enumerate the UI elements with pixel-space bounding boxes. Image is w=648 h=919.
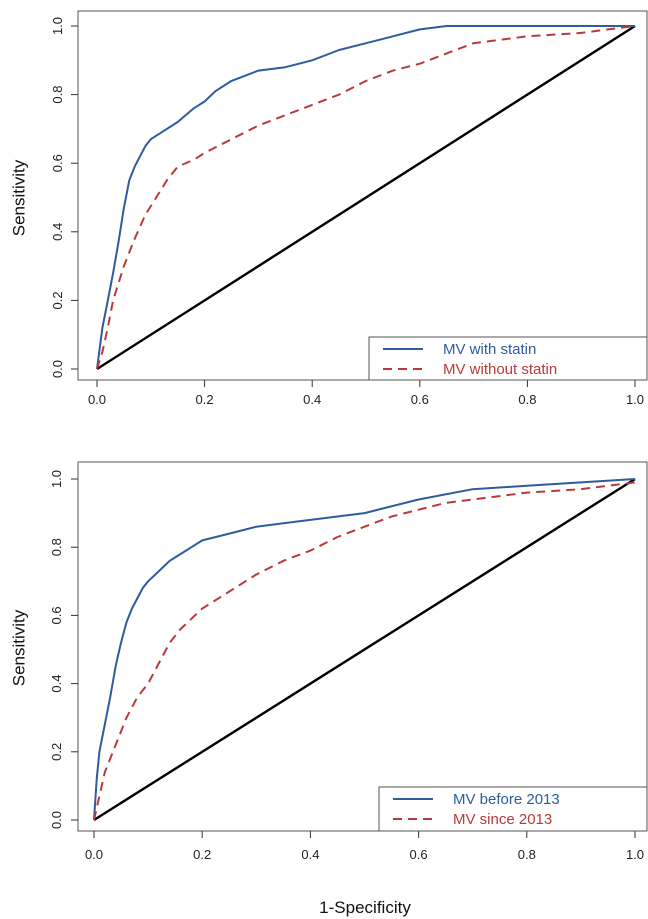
reference-diagonal-line [93, 477, 636, 822]
y-tick-label: 0.4 [49, 675, 64, 693]
y-tick-label: 1.0 [50, 17, 65, 35]
x-tick-label: 0.6 [411, 392, 429, 407]
legend-label-1: MV before 2013 [453, 791, 560, 808]
roc-panel-bottom: 0.0 0.2 0.4 0.6 0.8 1.0 0.0 0.2 0.4 0.6 0.8 1.0 Sens… [9, 461, 648, 917]
y-tick-label: 0.0 [50, 360, 65, 378]
legend: MV with statin MV without statin [368, 336, 648, 381]
x-tick-label: 0.8 [518, 847, 536, 862]
x-axis-label: 1-Specificity [319, 898, 411, 917]
y-tick-label: 0.2 [49, 743, 64, 761]
series-line-2 [96, 25, 636, 370]
x-tick-label: 0.2 [196, 392, 214, 407]
plot-frame [77, 461, 648, 832]
legend-box [378, 786, 648, 832]
y-tick-label: 0.6 [50, 154, 65, 172]
x-tick-label: 0.2 [193, 847, 211, 862]
reference-diagonal-line [96, 24, 636, 371]
x-tick-label: 0.0 [88, 392, 106, 407]
legend-label-2: MV without statin [443, 361, 557, 378]
roc-panel-top: 0.0 0.2 0.4 0.6 0.8 1.0 0.0 0.2 0.4 0.6 0.8 1.0 Sens… [9, 10, 648, 407]
y-tick-label: 0.6 [49, 606, 64, 624]
y-tick-label: 0.8 [50, 86, 65, 104]
x-tick-label: 0.0 [85, 847, 103, 862]
x-tick-label: 0.8 [518, 392, 536, 407]
x-tick-label: 1.0 [626, 392, 644, 407]
legend-box [368, 336, 648, 381]
plot-frame [77, 10, 648, 381]
y-axis-label: Sensitivity [9, 159, 28, 236]
x-tick-label: 0.6 [410, 847, 428, 862]
x-tick-label: 0.4 [303, 392, 321, 407]
legend-label-1: MV with statin [443, 341, 536, 358]
y-axis-label: Sensitivity [9, 609, 28, 686]
legend-label-2: MV since 2013 [453, 811, 552, 828]
x-tick-label: 1.0 [626, 847, 644, 862]
y-tick-label: 0.0 [49, 811, 64, 829]
y-tick-label: 0.8 [49, 538, 64, 556]
y-tick-label: 1.0 [49, 470, 64, 488]
series-line-1 [93, 478, 636, 821]
series-line-2 [93, 481, 636, 821]
legend: MV before 2013 MV since 2013 [378, 786, 648, 832]
series-line-1 [96, 25, 635, 370]
y-tick-label: 0.4 [50, 223, 65, 241]
y-tick-label: 0.2 [50, 291, 65, 309]
x-tick-label: 0.4 [301, 847, 319, 862]
